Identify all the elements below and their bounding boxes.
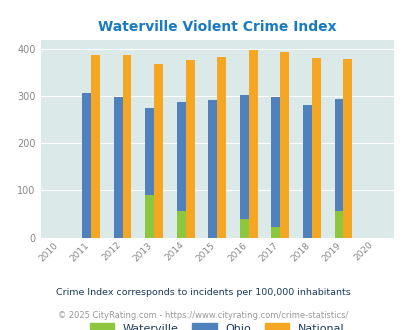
Legend: Waterville, Ohio, National: Waterville, Ohio, National (85, 318, 348, 330)
Bar (343, 59, 351, 238)
Bar (177, 102, 185, 238)
Title: Waterville Violent Crime Index: Waterville Violent Crime Index (98, 20, 336, 34)
Bar (122, 55, 131, 238)
Text: Crime Index corresponds to incidents per 100,000 inhabitants: Crime Index corresponds to incidents per… (55, 287, 350, 297)
Bar (248, 50, 257, 238)
Bar (145, 195, 154, 238)
Bar (271, 97, 279, 238)
Bar (154, 64, 162, 238)
Bar (113, 97, 122, 238)
Bar (208, 100, 217, 238)
Bar (239, 95, 248, 238)
Text: © 2025 CityRating.com - https://www.cityrating.com/crime-statistics/: © 2025 CityRating.com - https://www.city… (58, 311, 347, 320)
Bar (82, 93, 91, 238)
Bar (334, 211, 343, 238)
Bar (239, 219, 248, 238)
Bar (185, 60, 194, 238)
Bar (91, 55, 100, 238)
Bar (271, 227, 279, 238)
Bar (279, 52, 288, 238)
Bar (334, 99, 343, 238)
Bar (145, 108, 154, 238)
Bar (177, 211, 185, 238)
Bar (311, 58, 320, 238)
Bar (302, 105, 311, 238)
Bar (217, 56, 226, 238)
